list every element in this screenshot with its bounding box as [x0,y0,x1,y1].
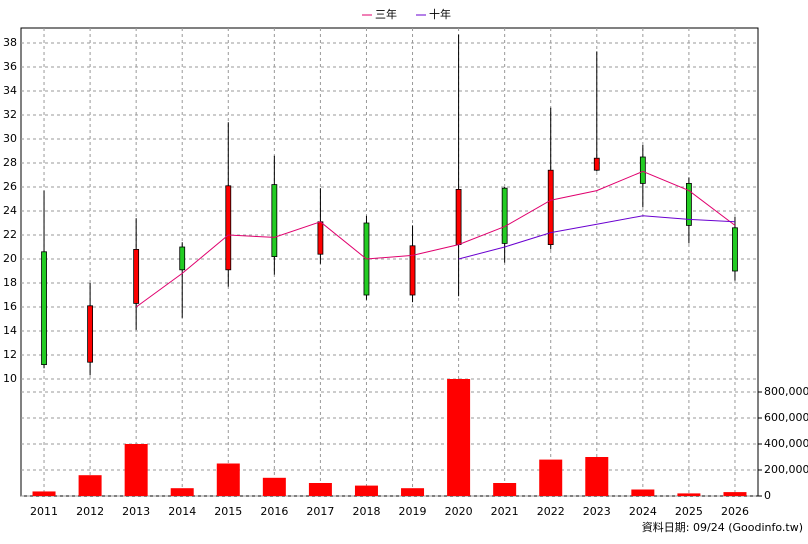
legend-label: 十年 [429,7,451,21]
volume-bar [401,488,425,496]
x-tick-label: 2024 [629,505,657,518]
y-tick-label: 22 [3,228,17,241]
volume-bar [216,463,240,496]
candle-body [225,185,232,271]
volume-bar [631,489,655,496]
y2-tick-label: 400,000 [764,437,808,450]
candle-body [639,156,646,184]
volume-bar [354,485,378,496]
y-tick-label: 34 [3,84,17,97]
x-tick-label: 2015 [214,505,242,518]
footer: 資料日期: 09/24 (Goodinfo.tw) [642,520,803,534]
x-tick-label: 2018 [352,505,380,518]
x-tick-label: 2020 [445,505,473,518]
volume-bar [493,483,517,496]
volume-bar [262,477,286,496]
volume-bar [585,457,609,496]
x-tick-label: 2022 [537,505,565,518]
y-tick-label: 28 [3,156,17,169]
y-tick-label: 36 [3,60,17,73]
y2-tick-label: 0 [764,489,771,502]
candle-body [179,246,186,271]
candle-body [133,248,140,304]
candle-body [732,227,738,272]
x-tick-label: 2013 [122,505,150,518]
candle-body [409,245,416,296]
ma-line [135,170,736,308]
y2-tick-label: 600,000 [764,411,808,424]
x-tick-label: 2023 [583,505,611,518]
x-tick-label: 2021 [491,505,519,518]
volume-bar [677,493,701,496]
volume-bar [78,475,102,496]
ma-line [458,215,735,260]
volume-bar [723,492,747,496]
legend-label: 三年 [375,7,397,21]
candle-body [593,157,600,171]
volume-bar [32,491,56,496]
y-tick-label: 12 [3,348,17,361]
y2-tick-label: 800,000 [764,385,808,398]
candle-body [317,221,324,255]
y-tick-label: 20 [3,252,17,265]
x-tick-label: 2016 [260,505,288,518]
plot-frame [20,27,759,497]
candle-body [41,251,47,366]
candle-body [87,305,93,363]
y-tick-label: 16 [3,300,17,313]
candle-body [271,184,278,258]
volume-bar [308,483,332,496]
x-tick-label: 2026 [721,505,749,518]
x-tick-label: 2014 [168,505,196,518]
x-tick-label: 2019 [399,505,427,518]
y-tick-label: 30 [3,132,17,145]
volume-bar [124,444,148,496]
x-tick-label: 2025 [675,505,703,518]
volume-bar [539,459,563,496]
candle-body [547,169,554,245]
x-tick-label: 2011 [30,505,58,518]
y-tick-label: 14 [3,324,17,337]
y-tick-label: 10 [3,372,17,385]
x-tick-label: 2017 [306,505,334,518]
candle-body [501,187,508,244]
y-tick-label: 26 [3,180,17,193]
y2-tick-label: 200,000 [764,463,808,476]
y-tick-label: 32 [3,108,17,121]
volume-bar [447,379,471,496]
candle-body [686,182,692,226]
volume-bar [170,488,194,496]
y-tick-label: 18 [3,276,17,289]
y-tick-label: 24 [3,204,17,217]
y-tick-label: 38 [3,36,17,49]
x-tick-label: 2012 [76,505,104,518]
candle-body [455,188,462,245]
